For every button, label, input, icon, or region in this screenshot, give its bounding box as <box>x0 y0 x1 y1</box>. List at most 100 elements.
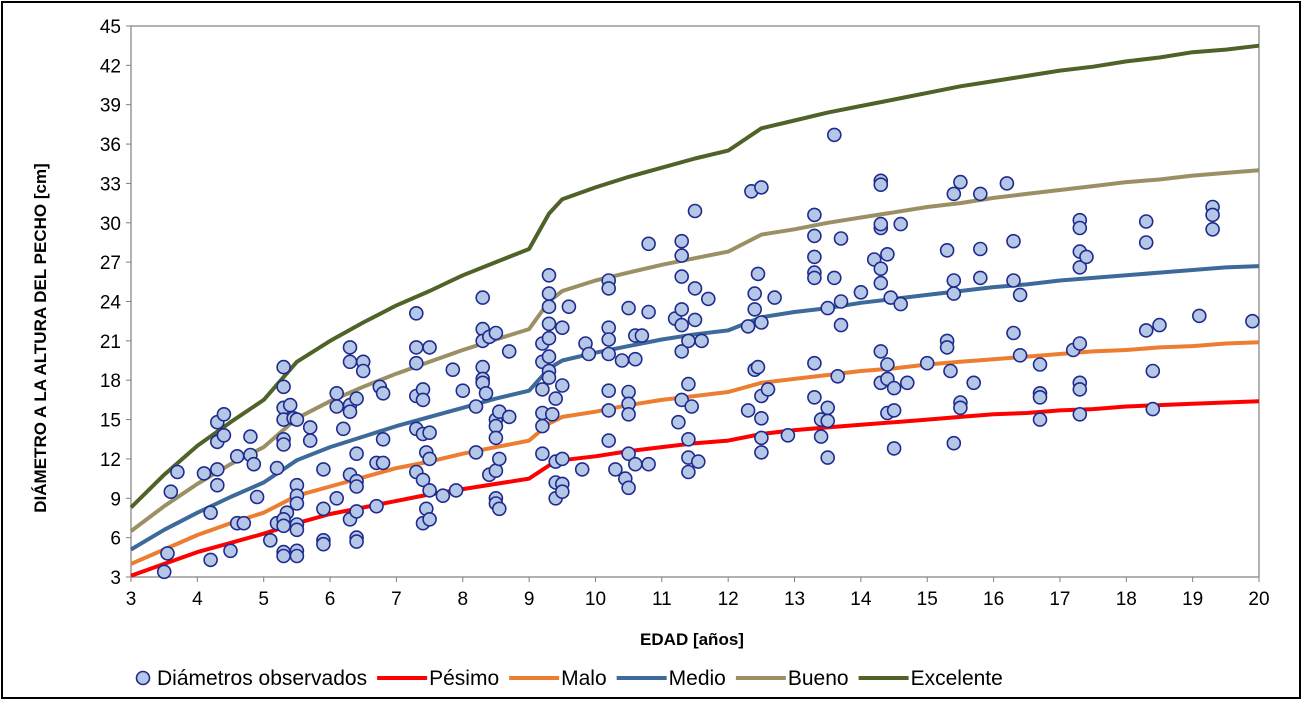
scatter-point <box>196 466 212 481</box>
scatter-point <box>687 203 703 219</box>
y-tick-label: 39 <box>100 96 121 117</box>
scatter-point <box>939 340 955 355</box>
scatter-point <box>1072 336 1088 351</box>
legend-label: Excelente <box>911 667 1003 690</box>
y-tick-label: 21 <box>100 332 121 353</box>
scatter-point <box>163 484 179 500</box>
scatter-point <box>972 270 988 286</box>
scatter-point <box>554 484 570 500</box>
legend-label: Diámetros observados <box>157 667 367 690</box>
scatter-point <box>634 328 650 343</box>
x-tick-label: 6 <box>325 589 336 610</box>
scatter-point <box>415 392 431 408</box>
scatter-point <box>422 511 437 527</box>
scatter-point <box>833 317 849 333</box>
scatter-point <box>369 498 384 514</box>
scatter-point <box>687 281 703 296</box>
scatter-point <box>316 462 331 477</box>
scatter-point <box>807 228 822 244</box>
scatter-point <box>329 490 345 506</box>
scatter-point <box>276 518 291 534</box>
scatter-point <box>541 349 557 364</box>
scatter-point <box>641 236 656 252</box>
scatter-point <box>807 249 822 265</box>
scatter-point <box>690 454 706 469</box>
scatter-point <box>621 446 636 462</box>
scatter-point <box>972 241 988 257</box>
scatter-point <box>833 294 849 309</box>
scatter-point <box>554 451 570 467</box>
scatter-point <box>1006 325 1021 341</box>
scatter-point <box>946 286 962 301</box>
scatter-point <box>601 281 617 296</box>
scatter-point <box>674 317 690 333</box>
scatter-point <box>445 362 461 378</box>
scatter-point <box>1145 363 1161 379</box>
y-tick-label: 3 <box>110 568 121 589</box>
scatter-point <box>681 431 696 447</box>
scatter-point <box>491 501 507 517</box>
scatter-point <box>276 548 291 564</box>
scatter-point <box>919 355 935 371</box>
scatter-point <box>349 391 364 406</box>
scatter-point <box>820 413 836 429</box>
scatter-point <box>754 445 769 460</box>
scatter-points <box>156 127 1260 580</box>
scatter-point <box>684 399 700 414</box>
y-tick-label: 45 <box>100 17 121 38</box>
x-tick-label: 15 <box>917 589 938 610</box>
scatter-point <box>488 430 504 446</box>
scatter-point <box>601 332 617 347</box>
scatter-point <box>216 406 232 422</box>
scatter-point <box>329 399 345 414</box>
scatter-point <box>541 370 557 385</box>
x-tick-label: 4 <box>192 589 203 610</box>
scatter-point <box>408 340 424 355</box>
scatter-point <box>468 399 484 414</box>
scatter-point <box>574 462 590 477</box>
scatter-point <box>276 379 291 395</box>
y-tick-label: 15 <box>100 411 121 432</box>
scatter-point <box>674 392 690 408</box>
scatter-point <box>289 496 305 511</box>
x-tick-label: 5 <box>258 589 269 610</box>
y-tick-label: 9 <box>110 489 121 510</box>
scatter-point <box>246 456 262 472</box>
legend-label: Pésimo <box>429 667 499 690</box>
scatter-point <box>807 270 822 286</box>
scatter-point <box>375 385 391 401</box>
scatter-point <box>342 404 358 420</box>
scatter-point <box>243 429 258 444</box>
scatter-point <box>349 479 364 494</box>
scatter-point <box>700 291 716 307</box>
scatter-point <box>1072 406 1088 422</box>
scatter-point <box>681 464 696 480</box>
scatter-point <box>468 445 484 460</box>
series-line-3 <box>129 264 1260 552</box>
scatter-point <box>541 267 557 283</box>
scatter-point <box>229 448 245 464</box>
scatter-point <box>210 462 225 477</box>
scatter-point <box>641 304 656 320</box>
scatter-point <box>1145 401 1161 417</box>
scatter-point <box>422 340 437 355</box>
y-axis-title: DIÁMETRO A LA ALTURA DEL PECHO [cm] <box>31 163 50 512</box>
scatter-point <box>873 177 889 192</box>
scatter-point <box>488 325 504 341</box>
scatter-point <box>491 451 507 467</box>
scatter-point <box>880 357 895 372</box>
scatter-point <box>488 463 504 479</box>
scatter-point <box>747 302 763 317</box>
y-tick-label: 27 <box>100 253 121 274</box>
scatter-point <box>249 489 265 505</box>
scatter-point <box>455 383 471 399</box>
scatter-point <box>853 284 869 300</box>
scatter-point <box>826 127 842 143</box>
scatter-point <box>1006 273 1021 288</box>
legend-label: Malo <box>561 667 607 690</box>
scatter-point <box>999 176 1015 191</box>
scatter-point <box>156 564 172 580</box>
scatter-point <box>671 414 686 430</box>
x-tick-label: 16 <box>983 589 1004 610</box>
